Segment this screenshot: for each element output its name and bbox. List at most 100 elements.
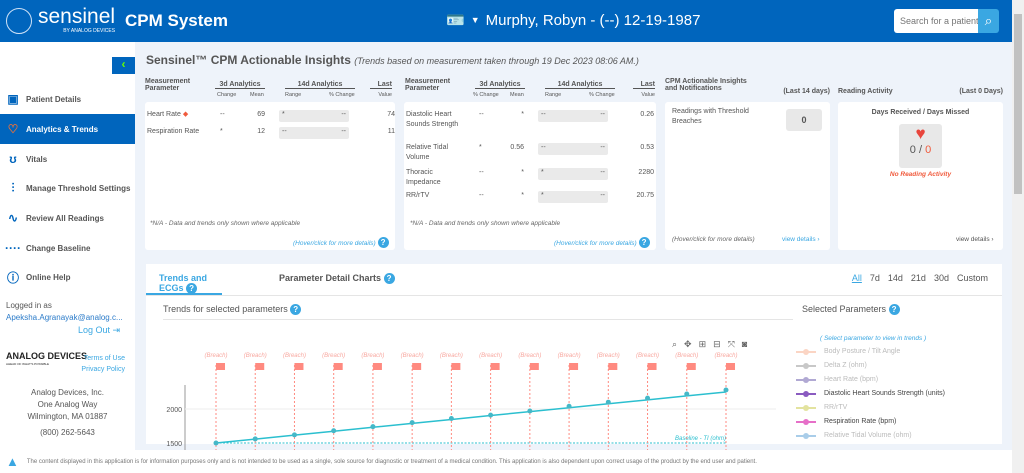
help-icon[interactable]: ? [888,304,900,315]
terms-link[interactable]: Terms of Use [83,355,125,362]
activity-period: (Last 0 Days) [959,88,1003,95]
range-custom[interactable]: Custom [956,273,988,283]
logout-button[interactable]: Log Out ⇥ [78,325,120,336]
parameter-toggle[interactable]: Body Posture / Tilt Angle [796,348,900,355]
hover-details-link[interactable]: (Hover/click for more details) ? [293,237,389,248]
trends-title-text: Trends for selected parameters [163,304,288,314]
title-text: Sensinel™ CPM Actionable Insights [146,53,351,67]
range-7d[interactable]: 7d [869,273,880,283]
breach-flag [608,363,618,370]
camera-icon[interactable]: ◙ [741,339,748,349]
breach-flag [216,363,225,370]
breach-label: (Breach) [558,353,581,359]
logo-text: sensinel [38,5,116,28]
legend-swatch [796,348,816,355]
zoom-in-icon[interactable]: ⊞ [698,339,707,349]
breach-label: (Breach) [518,353,541,359]
address-line: Analog Devices, Inc. [31,388,104,397]
header-14d: 14d Analytics [545,81,615,89]
select-hint: ( Select parameter to view in trends ) [820,335,927,342]
hover-text: (Hover/click for more details) [293,240,376,247]
help-icon: ? [186,283,198,294]
view-details-link[interactable]: view details › [956,236,994,243]
nav-label: Online Help [26,272,71,282]
company-address: Analog Devices, Inc. One Analog Way Wilmin… [0,387,135,439]
parameter-label: Respiration Rate (bpm) [824,418,897,425]
pan-icon[interactable]: ✥ [684,339,692,349]
logout-label: Log Out [78,325,111,335]
privacy-link[interactable]: Privacy Policy [81,366,125,373]
disclaimer-bar: ▲ The content displayed in this applicati… [0,450,1012,473]
sidebar-item-analytics-trends[interactable]: ♡ Analytics & Trends [0,114,135,144]
sidebar-item-review-readings[interactable]: ∿ Review All Readings [0,203,135,233]
param-name: RR/rTV [406,192,430,199]
chevron-left-icon: ‹ [121,57,126,71]
range-14d: * [541,169,544,176]
parameter-toggle[interactable]: Delta Z (ohm) [796,362,867,369]
tab-parameter-detail-charts[interactable]: Parameter Detail Charts ? [279,273,395,284]
sidebar-item-patient-details[interactable]: ▣ Patient Details [0,84,135,114]
zoom-out-icon[interactable]: ⊟ [713,339,721,349]
breach-label: (Breach) [675,353,698,359]
parameter-toggle[interactable]: Heart Rate (bpm) [796,376,878,383]
subtitle-text: (Trends based on measurement taken throu… [354,56,639,66]
autoscale-icon[interactable]: ⤧ [727,339,735,349]
change-3d: -- [479,169,484,176]
sidebar [0,42,135,450]
tab-trends-ecgs[interactable]: Trends and ECGs ? [146,264,222,295]
help-icon[interactable]: ? [290,304,302,315]
divider [163,319,793,320]
data-point [409,420,415,426]
app-title: CPM System [125,11,228,30]
parameter-toggle[interactable]: Respiration Rate (bpm) [796,418,896,425]
patient-search-input[interactable] [894,9,978,33]
subheader-mean: Mean [510,92,524,98]
parameter-label: Heart Rate (bpm) [824,376,879,383]
disclaimer-text: The content displayed in this applicatio… [26,458,757,465]
mean-3d: * [521,111,524,118]
hover-details-link[interactable]: (Hover/click for more details) ? [554,237,650,248]
range-all[interactable]: All [851,273,862,283]
nav-label: Vitals [26,154,48,164]
mean-3d: * [521,169,524,176]
header-last: Last [633,81,655,89]
left-insights-panel [145,102,395,250]
collapse-sidebar-button[interactable]: ‹ [112,57,135,74]
patient-name: Murphy, Robyn - (--) 12-19-1987 [485,11,701,29]
breach-count[interactable]: 0 [786,109,822,131]
parameter-toggle[interactable]: Diastolic Heart Sounds Strength (units) [796,390,945,397]
patient-selector[interactable]: 🪪 ▼ Murphy, Robyn - (--) 12-19-1987 [446,11,701,30]
days-missed: 0 [925,144,932,156]
sidebar-item-vitals[interactable]: ʊ Vitals [0,144,135,174]
tab-label: Parameter Detail Charts [279,273,382,283]
parameter-toggle[interactable]: Relative Tidal Volume (ohm) [796,432,912,439]
header-3d: 3d Analytics [475,81,525,89]
hover-text: (Hover/click for more details) [672,236,755,243]
scrollbar-thumb[interactable] [1014,14,1022,194]
sliders-icon: ⫶ [11,180,15,195]
zoom-icon[interactable]: ⌕ [672,339,678,349]
parameter-label: Delta Z (ohm) [824,362,867,369]
na-note: *N/A - Data and trends only shown where … [150,220,301,227]
pulse-icon: ∿ [7,211,19,225]
range-21d[interactable]: 21d [910,273,926,283]
sidebar-item-change-baseline[interactable]: ···· Change Baseline [0,233,135,263]
sidebar-item-manage-threshold[interactable]: ⫶ Manage Threshold Settings [0,173,135,203]
data-point [213,440,219,446]
range-14d[interactable]: 14d [887,273,903,283]
days-received: 0 [909,144,916,156]
view-details-link[interactable]: view details › [782,236,820,243]
range-30d[interactable]: 30d [933,273,949,283]
search-button[interactable]: ⌕ [978,9,999,33]
sensinel-logo[interactable]: sensinel BY ANALOG DEVICES [6,5,116,34]
notifications-panel: Readings with Threshold Breaches 0 (Hove… [665,102,830,250]
breach-label: (Breach) [283,353,306,359]
data-point [527,408,533,414]
breach-flag [569,363,579,370]
phone: (800) 262-5643 [40,428,95,437]
parameter-toggle[interactable]: RR/rTV [796,404,847,411]
sidebar-item-online-help[interactable]: ⓘ Online Help [0,262,135,292]
breach-label: (Breach) [401,353,424,359]
breach-flag [412,363,422,370]
y-tick-label: 2000 [166,407,182,414]
